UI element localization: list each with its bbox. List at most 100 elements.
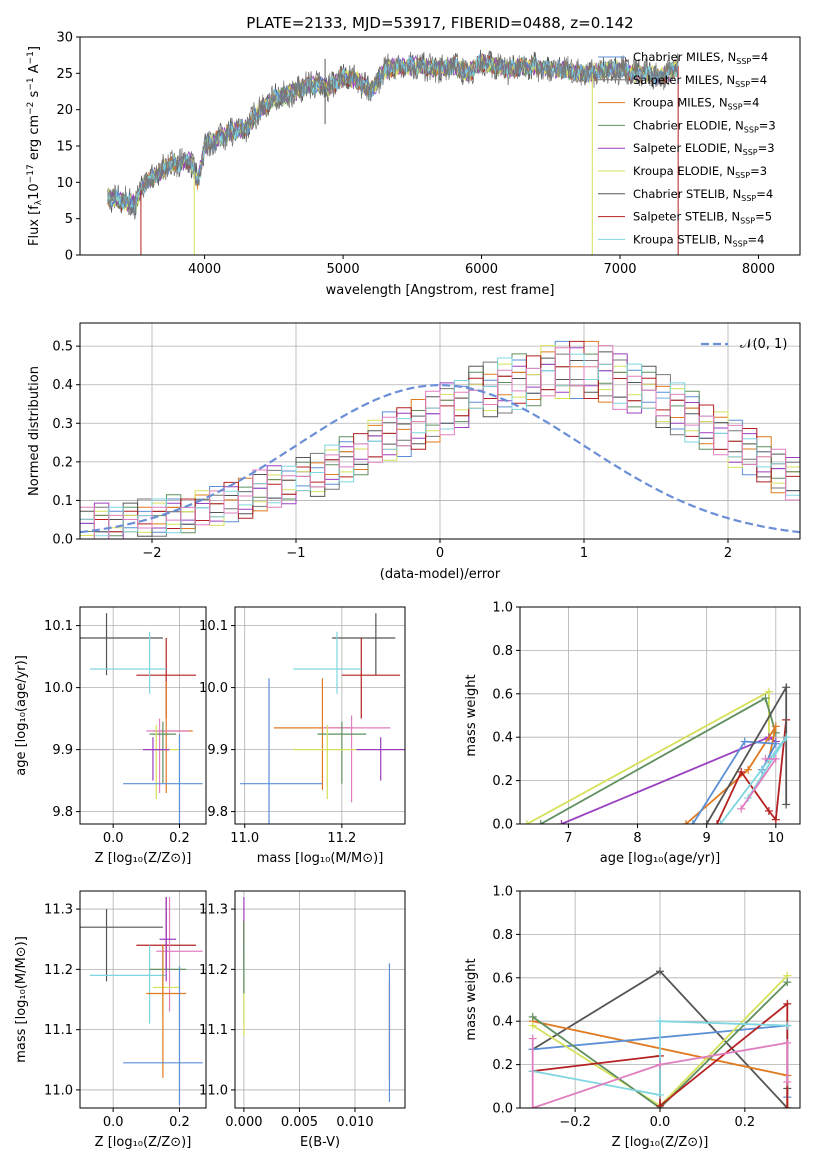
histogram-pink xyxy=(80,345,800,539)
x-tick-label: 1 xyxy=(580,546,588,561)
y-tick-label: 1.0 xyxy=(492,601,513,616)
plot-frame xyxy=(519,606,801,825)
y-tick-label: 0.0 xyxy=(492,818,513,833)
x-tick-label: 5000 xyxy=(327,262,360,277)
x-axis-label: (data-model)/error xyxy=(380,567,501,582)
x-tick-label: 0.0 xyxy=(103,1115,124,1130)
plot-frame xyxy=(79,890,207,1109)
plot-frame xyxy=(79,606,207,825)
histogram-chab_stelib xyxy=(80,351,800,539)
normal-curve xyxy=(80,383,800,534)
y-tick-label: 15 xyxy=(56,140,73,155)
y-tick-label: 0.4 xyxy=(492,731,513,746)
y-axis-label: mass weight xyxy=(464,674,479,756)
y-tick-label: 0.6 xyxy=(492,971,513,986)
y-tick-label: 0 xyxy=(65,249,73,264)
y-tick-label: 11.3 xyxy=(44,903,73,918)
y-tick-label: 0.4 xyxy=(52,378,73,393)
x-tick-label: 0 xyxy=(436,546,444,561)
y-axis-label: Flux [fλ10−17 erg cm−2 s−1 A−1] xyxy=(26,46,44,246)
y-tick-label: 10.1 xyxy=(44,619,73,634)
x-tick-label: 11.2 xyxy=(327,831,356,846)
x-axis-label: Z [log₁₀(Z/Z⊙)] xyxy=(95,1135,192,1150)
legend-label: 𝒩(0, 1) xyxy=(740,337,787,352)
legend-label: Chabrier ELODIE, NSSP=3 xyxy=(633,118,776,134)
x-tick-label: 0.010 xyxy=(336,1115,373,1130)
y-tick-label: 5 xyxy=(65,212,73,227)
x-tick-label: −0.2 xyxy=(559,1115,591,1130)
histogram-chab_miles xyxy=(80,340,800,539)
plot-frame xyxy=(234,606,406,825)
y-tick-label: 11.0 xyxy=(199,1083,228,1098)
x-axis-label: Z [log₁₀(Z/Z⊙)] xyxy=(612,1135,709,1150)
y-tick-label: 0.3 xyxy=(52,417,73,432)
legend-label: Salpeter ELODIE, NSSP=3 xyxy=(633,141,775,157)
error-bars xyxy=(239,613,405,824)
y-tick-label: 25 xyxy=(56,67,73,82)
y-tick-label: 11.1 xyxy=(44,1023,73,1038)
x-axis-label: age [log₁₀(age/yr)] xyxy=(600,851,721,866)
spectrum-salp_miles xyxy=(107,50,679,217)
weight-line-kroupa_elodie xyxy=(526,690,770,824)
y-tick-label: 0.1 xyxy=(52,494,73,509)
x-tick-label: 2 xyxy=(724,546,732,561)
y-tick-label: 0.0 xyxy=(492,1102,513,1117)
legend-label: Chabrier STELIB, NSSP=4 xyxy=(633,187,773,203)
x-axis-label: Z [log₁₀(Z/Z⊙)] xyxy=(95,851,192,866)
chart-title: PLATE=2133, MJD=53917, FIBERID=0488, z=0… xyxy=(246,14,633,32)
y-tick-label: 0.8 xyxy=(492,928,513,943)
x-tick-label: 0.0 xyxy=(650,1115,671,1130)
y-tick-label: 0.6 xyxy=(492,687,513,702)
y-tick-label: 11.2 xyxy=(44,963,73,978)
x-tick-label: −1 xyxy=(286,546,305,561)
y-tick-label: 10 xyxy=(56,176,73,191)
legend-label: Kroupa STELIB, NSSP=4 xyxy=(633,232,764,248)
y-tick-label: 9.9 xyxy=(52,743,73,758)
error-bars xyxy=(243,897,391,1102)
y-tick-label: 0.2 xyxy=(52,455,73,470)
y-tick-label: 0.0 xyxy=(52,533,73,548)
x-tick-label: 8 xyxy=(633,831,641,846)
plot-frame xyxy=(79,36,801,256)
y-tick-label: 0.4 xyxy=(492,1015,513,1030)
plot-frame xyxy=(79,322,801,540)
plot-frame xyxy=(519,890,801,1109)
y-tick-label: 10.0 xyxy=(199,681,228,696)
weight-line-kroupa_stelib xyxy=(532,1020,788,1097)
x-tick-label: 9 xyxy=(703,831,711,846)
y-axis-label: age [log₁₀(age/yr)] xyxy=(14,655,29,776)
x-tick-label: 10 xyxy=(768,831,785,846)
y-tick-label: 10.1 xyxy=(199,619,228,634)
weight-line-chab_miles xyxy=(692,740,778,824)
y-axis-label: mass [log₁₀(M/M⊙)] xyxy=(14,936,29,1063)
x-tick-label: 7 xyxy=(564,831,572,846)
spectrum-lines xyxy=(107,49,679,255)
x-tick-label: 0.005 xyxy=(281,1115,318,1130)
x-tick-label: 4000 xyxy=(188,262,221,277)
x-tick-label: 0.000 xyxy=(225,1115,262,1130)
y-tick-label: 30 xyxy=(56,31,73,46)
histogram-salp_stelib xyxy=(80,340,800,539)
histogram-kroupa_elodie xyxy=(80,345,800,539)
y-axis-label: Normed distribution xyxy=(27,366,42,496)
x-tick-label: 0.2 xyxy=(169,831,190,846)
weight-line-chab_elodie xyxy=(540,696,777,824)
y-tick-label: 0.2 xyxy=(492,1058,513,1073)
y-tick-label: 10.0 xyxy=(44,681,73,696)
x-tick-label: −2 xyxy=(142,546,161,561)
y-axis-label: mass weight xyxy=(464,958,479,1040)
x-axis-label: E(B-V) xyxy=(300,1135,340,1150)
y-tick-label: 11.3 xyxy=(199,903,228,918)
weight-lines xyxy=(522,683,791,824)
x-tick-label: 7000 xyxy=(603,262,636,277)
y-tick-label: 20 xyxy=(56,103,73,118)
error-bars xyxy=(80,897,203,1105)
y-tick-label: 0.5 xyxy=(52,340,73,355)
plot-frame xyxy=(234,890,406,1109)
x-tick-label: 6000 xyxy=(465,262,498,277)
histogram-kroupa_miles xyxy=(80,340,800,539)
histogram xyxy=(80,340,800,539)
x-tick-label: 0.0 xyxy=(103,831,124,846)
y-tick-label: 9.9 xyxy=(207,743,228,758)
